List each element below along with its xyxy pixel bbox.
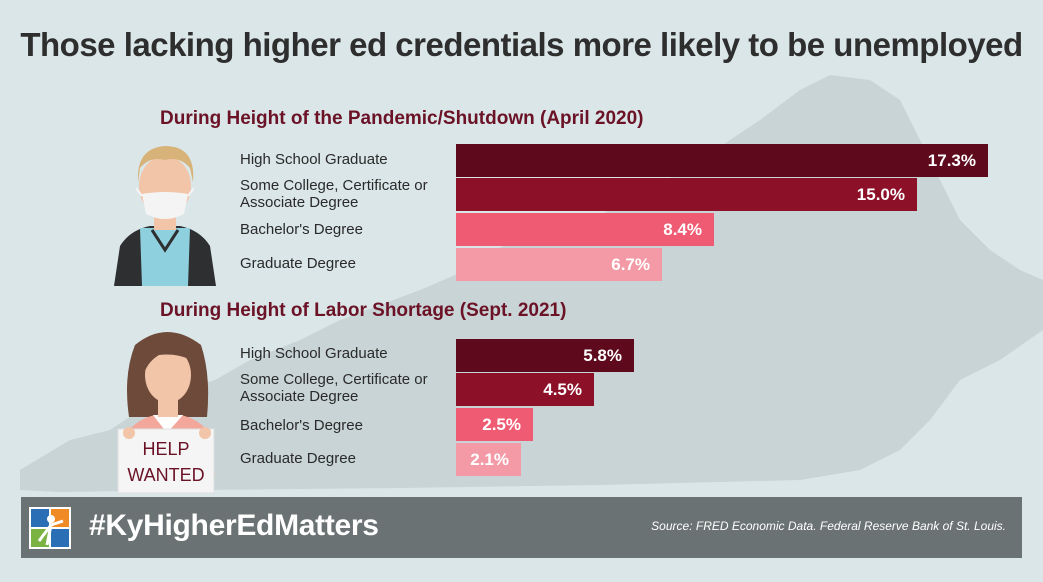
s2-bar-bachelors: 2.5% bbox=[456, 408, 533, 441]
sign-line-wanted: WANTED bbox=[127, 465, 204, 485]
s1-value-label-some-college: 15.0% bbox=[856, 184, 905, 204]
s2-value-label-some-college: 4.5% bbox=[543, 379, 582, 399]
s2-bar-graduate: 2.1% bbox=[456, 443, 521, 476]
s2-label-bachelors: Bachelor's Degree bbox=[240, 417, 363, 434]
s1-bar-some-college: 15.0% bbox=[456, 178, 917, 211]
s1-bar-bachelors: 8.4% bbox=[456, 213, 714, 246]
labor-shortage-section-title: During Height of Labor Shortage (Sept. 2… bbox=[160, 300, 567, 321]
s2-label-graduate: Graduate Degree bbox=[240, 450, 356, 467]
s1-label-high-school: High School Graduate bbox=[240, 151, 388, 168]
source-text: Source: FRED Economic Data. Federal Rese… bbox=[651, 519, 1006, 533]
hashtag-text: #KyHigherEdMatters bbox=[89, 509, 379, 542]
s2-value-label-graduate: 2.1% bbox=[470, 449, 509, 469]
s2-value-label-bachelors: 2.5% bbox=[482, 414, 521, 434]
s1-bar-high-school: 17.3% bbox=[456, 144, 988, 177]
s1-value-label-bachelors: 8.4% bbox=[663, 219, 702, 239]
masked-man-illustration bbox=[114, 146, 216, 286]
s2-label-high-school: High School Graduate bbox=[240, 345, 388, 362]
footer-bar: #KyHigherEdMatters Source: FRED Economic… bbox=[21, 497, 1022, 558]
s2-bar-high-school: 5.8% bbox=[456, 339, 634, 372]
s1-label-some-college: Some College, Certificate or Associate D… bbox=[240, 177, 428, 211]
s1-bar-graduate: 6.7% bbox=[456, 248, 662, 281]
s2-bar-some-college: 4.5% bbox=[456, 373, 594, 406]
s1-value-label-graduate: 6.7% bbox=[611, 254, 650, 274]
s1-label-graduate: Graduate Degree bbox=[240, 255, 356, 272]
s1-label-bachelors: Bachelor's Degree bbox=[240, 221, 363, 238]
s1-value-label-high-school: 17.3% bbox=[927, 150, 976, 170]
infographic-title: Those lacking higher ed credentials more… bbox=[20, 26, 1023, 63]
s2-label-some-college: Some College, Certificate or Associate D… bbox=[240, 371, 428, 405]
sign-line-help: HELP bbox=[142, 439, 189, 459]
s2-value-label-high-school: 5.8% bbox=[583, 345, 622, 365]
kentucky-logo-icon bbox=[29, 507, 71, 549]
pandemic-section-title: During Height of the Pandemic/Shutdown (… bbox=[160, 108, 644, 129]
woman-with-sign-illustration: HELP WANTED bbox=[117, 332, 215, 494]
